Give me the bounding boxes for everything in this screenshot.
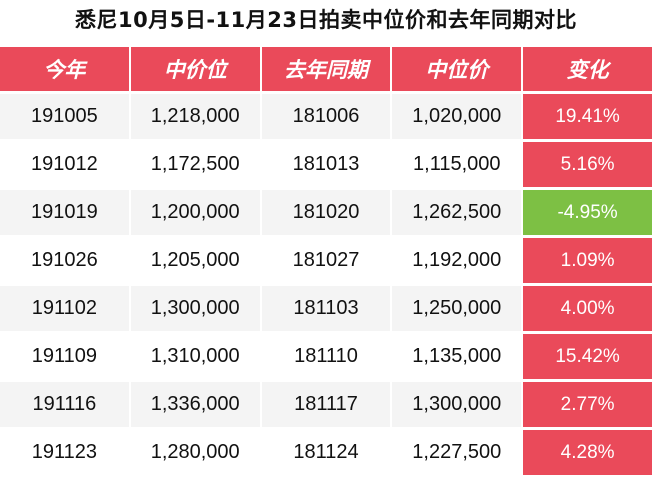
cell-median: 1,310,000: [130, 334, 260, 379]
cell-last-year: 181110: [261, 334, 391, 379]
cell-median: 1,280,000: [130, 430, 260, 475]
cell-this-year: 191109: [0, 334, 129, 379]
cell-change: 4.28%: [523, 430, 652, 475]
header-last-year: 去年同期: [261, 47, 391, 91]
cell-last-year: 181006: [261, 94, 391, 139]
table-body: 191005 1,218,000 181006 1,020,000 19.41% 1910…: [0, 94, 652, 475]
cell-change: 5.16%: [523, 142, 652, 187]
cell-last-year: 181020: [261, 190, 391, 235]
table-row: 191102 1,300,000 181103 1,250,000 4.00%: [0, 286, 652, 331]
header-last-median: 中位价: [392, 47, 522, 91]
table-header-row: 今年 中价位 去年同期 中位价 变化: [0, 47, 652, 91]
cell-median: 1,205,000: [130, 238, 260, 283]
cell-this-year: 191026: [0, 238, 129, 283]
cell-median: 1,300,000: [130, 286, 260, 331]
cell-this-year: 191102: [0, 286, 129, 331]
cell-median: 1,200,000: [130, 190, 260, 235]
cell-last-median: 1,262,500: [392, 190, 522, 235]
cell-change: 19.41%: [523, 94, 652, 139]
header-this-year: 今年: [0, 47, 129, 91]
cell-this-year: 191123: [0, 430, 129, 475]
cell-median: 1,336,000: [130, 382, 260, 427]
table-row: 191116 1,336,000 181117 1,300,000 2.77%: [0, 382, 652, 427]
cell-median: 1,218,000: [130, 94, 260, 139]
cell-change: -4.95%: [523, 190, 652, 235]
cell-last-year: 181027: [261, 238, 391, 283]
cell-this-year: 191116: [0, 382, 129, 427]
cell-last-median: 1,192,000: [392, 238, 522, 283]
cell-change: 4.00%: [523, 286, 652, 331]
page-title: 悉尼10月5日-11月23日拍卖中位价和去年同期对比: [75, 8, 577, 32]
cell-last-year: 181124: [261, 430, 391, 475]
cell-last-median: 1,300,000: [392, 382, 522, 427]
cell-last-median: 1,020,000: [392, 94, 522, 139]
table-row: 191109 1,310,000 181110 1,135,000 15.42%: [0, 334, 652, 379]
cell-last-year: 181117: [261, 382, 391, 427]
cell-this-year: 191012: [0, 142, 129, 187]
cell-change: 2.77%: [523, 382, 652, 427]
cell-last-year: 181103: [261, 286, 391, 331]
table-row: 191012 1,172,500 181013 1,115,000 5.16%: [0, 142, 652, 187]
cell-this-year: 191005: [0, 94, 129, 139]
cell-last-year: 181013: [261, 142, 391, 187]
auction-median-table: 今年 中价位 去年同期 中位价 变化 191005 1,218,000 181006…: [0, 44, 652, 478]
cell-last-median: 1,135,000: [392, 334, 522, 379]
table-row: 191123 1,280,000 181124 1,227,500 4.28%: [0, 430, 652, 475]
cell-last-median: 1,115,000: [392, 142, 522, 187]
table-row: 191019 1,200,000 181020 1,262,500 -4.95%: [0, 190, 652, 235]
cell-this-year: 191019: [0, 190, 129, 235]
table-row: 191005 1,218,000 181006 1,020,000 19.41%: [0, 94, 652, 139]
cell-last-median: 1,227,500: [392, 430, 522, 475]
table-row: 191026 1,205,000 181027 1,192,000 1.09%: [0, 238, 652, 283]
cell-median: 1,172,500: [130, 142, 260, 187]
header-change: 变化: [523, 47, 652, 91]
cell-change: 15.42%: [523, 334, 652, 379]
header-median: 中价位: [130, 47, 260, 91]
cell-last-median: 1,250,000: [392, 286, 522, 331]
cell-change: 1.09%: [523, 238, 652, 283]
